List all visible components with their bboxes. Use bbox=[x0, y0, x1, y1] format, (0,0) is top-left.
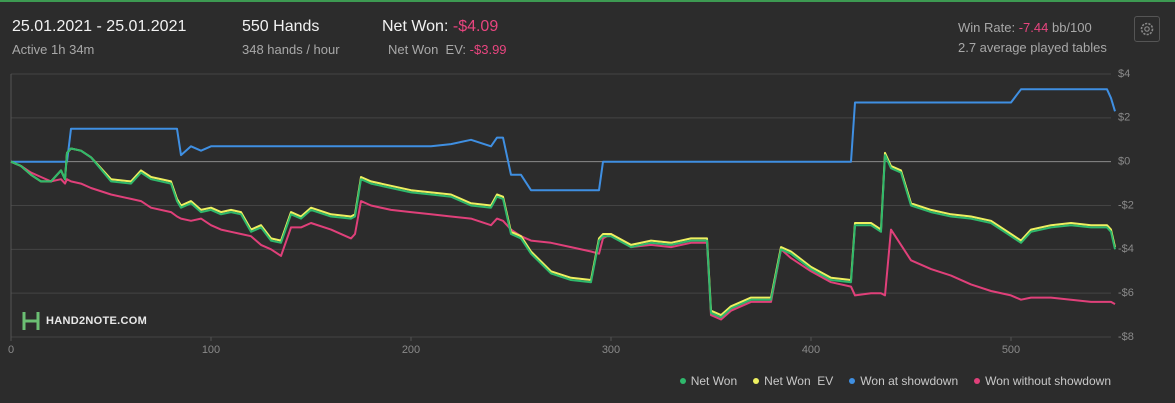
legend-item[interactable]: Won at showdown bbox=[849, 374, 958, 388]
legend: Net Won Net Won EV Won at showdown Won with… bbox=[679, 374, 1111, 388]
logo: HAND2NOTE.COM bbox=[22, 310, 147, 332]
y-tick-label: $0 bbox=[1118, 156, 1130, 168]
x-tick-label: 0 bbox=[8, 344, 14, 356]
x-tick-label: 100 bbox=[202, 344, 220, 356]
settings-button[interactable] bbox=[1134, 16, 1160, 42]
logo-icon bbox=[22, 312, 40, 330]
x-tick-label: 200 bbox=[402, 344, 420, 356]
x-tick-label: 400 bbox=[802, 344, 820, 356]
series-line bbox=[10, 147, 1116, 317]
x-tick-label: 300 bbox=[602, 344, 620, 356]
x-tick-label: 500 bbox=[1002, 344, 1020, 356]
y-tick-label: $4 bbox=[1118, 68, 1130, 80]
legend-label: Won at showdown bbox=[860, 374, 959, 388]
net-won-label: Net Won: bbox=[382, 18, 449, 35]
series-line bbox=[11, 88, 1116, 192]
win-rate-label: Win Rate: bbox=[958, 20, 1016, 35]
legend-label: Won without showdown bbox=[985, 374, 1111, 388]
legend-swatch bbox=[753, 378, 760, 384]
net-won: Net Won: -$4.09 bbox=[382, 18, 498, 36]
legend-item[interactable]: Won without showdown bbox=[974, 374, 1111, 388]
y-tick-label: -$2 bbox=[1118, 199, 1134, 211]
legend-label: Net Won bbox=[690, 374, 738, 388]
legend-swatch bbox=[974, 378, 981, 384]
net-won-ev-value: -$3.99 bbox=[469, 42, 507, 57]
top-border bbox=[0, 0, 1175, 2]
y-tick-label: -$4 bbox=[1118, 243, 1134, 255]
legend-item[interactable]: Net Won bbox=[679, 374, 738, 388]
y-tick-label: $2 bbox=[1118, 112, 1130, 124]
win-rate: Win Rate: -7.44 bb/100 bbox=[958, 20, 1092, 35]
active-time: Active 1h 34m bbox=[12, 42, 95, 57]
net-won-ev: Net Won EV: -$3.99 bbox=[388, 42, 507, 57]
series-line bbox=[10, 160, 1116, 321]
y-tick-label: -$6 bbox=[1118, 287, 1134, 299]
hands: 550 Hands bbox=[242, 18, 320, 35]
series-line bbox=[10, 147, 1116, 319]
tables: 2.7 average played tables bbox=[958, 40, 1107, 55]
legend-swatch bbox=[679, 378, 686, 384]
y-tick-label: -$8 bbox=[1118, 331, 1134, 343]
legend-label: Net Won EV bbox=[764, 374, 834, 388]
legend-swatch bbox=[849, 378, 856, 384]
win-rate-unit: bb/100 bbox=[1051, 20, 1092, 35]
net-won-value: -$4.09 bbox=[452, 18, 499, 35]
net-won-ev-label: Net Won EV: bbox=[388, 42, 467, 57]
hands-per-hour: 348 hands / hour bbox=[242, 42, 340, 57]
logo-text: HAND2NOTE.COM bbox=[46, 315, 148, 327]
legend-item[interactable]: Net Won EV bbox=[753, 374, 833, 388]
date-range: 25.01.2021 - 25.01.2021 bbox=[12, 18, 187, 35]
win-rate-value: -7.44 bbox=[1018, 20, 1049, 35]
gear-icon bbox=[1140, 22, 1154, 36]
